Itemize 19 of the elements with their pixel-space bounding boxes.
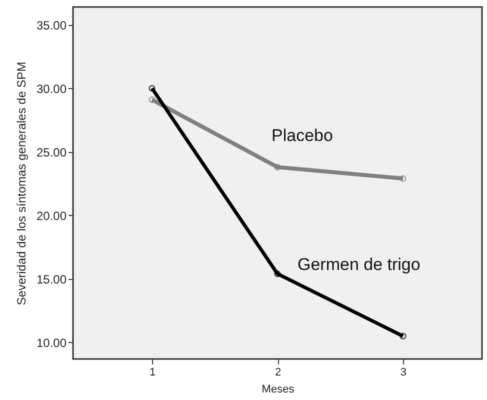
y-tick-label: 30.00 — [36, 82, 67, 96]
y-tick-label: 10.00 — [36, 336, 67, 350]
y-tick-label: 25.00 — [36, 145, 67, 160]
point — [400, 175, 406, 182]
x-tick-label: 1 — [149, 366, 156, 378]
x-tick-label: 2 — [274, 366, 282, 378]
point — [274, 164, 281, 170]
y-tick-label: 35.00 — [36, 18, 67, 32]
y-tick-label: 20.00 — [36, 208, 67, 223]
x-tick-label: 3 — [400, 366, 407, 378]
point — [148, 84, 156, 92]
point — [400, 332, 406, 340]
point — [148, 96, 156, 104]
y-axis-title: Severidad de los síntomas generales de SPM — [14, 62, 28, 306]
y-tick-label: 15.00 — [36, 272, 67, 286]
series-label: Placebo — [272, 126, 333, 146]
series-label: Germen de trigo — [298, 254, 420, 274]
point — [274, 270, 281, 278]
x-axis-title: Meses — [262, 384, 295, 396]
